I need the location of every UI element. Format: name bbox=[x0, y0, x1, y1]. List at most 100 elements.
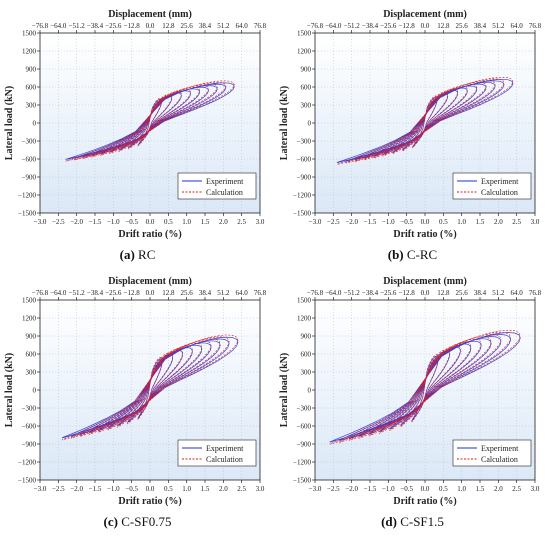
x-tick-label: −2.0 bbox=[345, 218, 358, 226]
x-tick-label: −2.5 bbox=[52, 485, 65, 493]
caption-a-letter: (a) bbox=[120, 247, 135, 262]
x-tick-label: −2.5 bbox=[327, 485, 340, 493]
y-tick-label: 0 bbox=[308, 387, 312, 395]
top-tick-label: 64.0 bbox=[511, 22, 524, 30]
top-tick-label: 76.8 bbox=[529, 22, 542, 30]
y-tick-label: 0 bbox=[308, 120, 312, 128]
x-tick-label: −1.5 bbox=[89, 485, 102, 493]
top-tick-label: 0.0 bbox=[146, 289, 155, 297]
top-tick-label: 12.8 bbox=[162, 289, 175, 297]
x-tick-label: −0.5 bbox=[400, 485, 413, 493]
y-tick-label: −600 bbox=[297, 156, 312, 164]
top-tick-label: −64.0 bbox=[325, 289, 342, 297]
caption-d: (d) C-SF1.5 bbox=[275, 514, 550, 530]
top-tick-label: −25.6 bbox=[105, 22, 122, 30]
top-tick-label: 0.0 bbox=[146, 22, 155, 30]
x-axis-title: Drift ratio (%) bbox=[393, 496, 456, 507]
y-tick-label: −900 bbox=[22, 174, 37, 182]
x-tick-label: 1.5 bbox=[201, 218, 210, 226]
caption-d-letter: (d) bbox=[381, 514, 397, 529]
x-tick-label: 3.0 bbox=[256, 218, 265, 226]
top-tick-label: −12.8 bbox=[124, 289, 141, 297]
x-tick-label: −3.0 bbox=[34, 218, 47, 226]
y-tick-label: −1200 bbox=[293, 192, 311, 200]
top-tick-label: −38.4 bbox=[362, 289, 379, 297]
top-tick-label: −12.8 bbox=[399, 22, 416, 30]
legend-label: Calculation bbox=[481, 188, 518, 197]
x-tick-label: 1.0 bbox=[457, 218, 466, 226]
y-axis-title: Lateral load (kN) bbox=[4, 353, 15, 427]
y-tick-label: −600 bbox=[297, 423, 312, 431]
caption-c: (c) C-SF0.75 bbox=[0, 514, 275, 530]
y-tick-label: −1200 bbox=[293, 459, 311, 467]
y-tick-label: −1200 bbox=[18, 192, 36, 200]
top-tick-label: −12.8 bbox=[124, 22, 141, 30]
x-axis-title: Drift ratio (%) bbox=[118, 229, 181, 240]
x-tick-label: −2.5 bbox=[327, 218, 340, 226]
y-tick-label: 300 bbox=[26, 102, 37, 110]
caption-a-name: RC bbox=[138, 247, 155, 262]
top-tick-label: 76.8 bbox=[529, 289, 542, 297]
top-tick-label: 64.0 bbox=[511, 289, 524, 297]
legend-label: Experiment bbox=[481, 177, 519, 186]
x-tick-label: −0.5 bbox=[125, 485, 138, 493]
x-tick-label: 3.0 bbox=[256, 485, 265, 493]
top-tick-label: 0.0 bbox=[421, 22, 430, 30]
y-tick-label: 300 bbox=[26, 369, 37, 377]
top-tick-label: 38.4 bbox=[199, 22, 212, 30]
x-tick-label: −2.0 bbox=[70, 485, 83, 493]
x-tick-label: 0.0 bbox=[421, 485, 430, 493]
x-tick-label: −1.0 bbox=[382, 485, 395, 493]
y-tick-label: 600 bbox=[26, 84, 37, 92]
x-tick-label: 1.0 bbox=[182, 485, 191, 493]
x-tick-label: −2.5 bbox=[52, 218, 65, 226]
caption-c-name: C-SF0.75 bbox=[121, 514, 171, 529]
legend-label: Experiment bbox=[481, 444, 519, 453]
caption-d-name: C-SF1.5 bbox=[400, 514, 444, 529]
x-tick-label: 1.5 bbox=[476, 485, 485, 493]
y-tick-label: 900 bbox=[301, 66, 312, 74]
y-tick-label: −1500 bbox=[293, 210, 311, 218]
top-tick-label: 64.0 bbox=[236, 22, 249, 30]
legend-label: Experiment bbox=[206, 444, 244, 453]
x-tick-label: 3.0 bbox=[531, 485, 540, 493]
x-tick-label: −0.5 bbox=[400, 218, 413, 226]
top-tick-label: −51.2 bbox=[69, 22, 86, 30]
x-tick-label: 0.5 bbox=[439, 485, 448, 493]
top-tick-label: 25.6 bbox=[181, 289, 194, 297]
top-tick-label: 51.2 bbox=[492, 22, 505, 30]
y-tick-label: −300 bbox=[22, 405, 37, 413]
x-tick-label: −1.0 bbox=[382, 218, 395, 226]
y-tick-label: 1200 bbox=[22, 315, 37, 323]
y-tick-label: −1500 bbox=[18, 477, 36, 485]
y-tick-label: 1500 bbox=[297, 30, 312, 38]
y-tick-label: −1200 bbox=[18, 459, 36, 467]
top-tick-label: −25.6 bbox=[380, 22, 397, 30]
y-tick-label: −600 bbox=[22, 423, 37, 431]
top-tick-label: 38.4 bbox=[199, 289, 212, 297]
x-tick-label: −1.5 bbox=[89, 218, 102, 226]
top-tick-label: 76.8 bbox=[254, 22, 267, 30]
x-tick-label: 2.0 bbox=[219, 485, 228, 493]
x-tick-label: 2.5 bbox=[237, 485, 246, 493]
top-tick-label: 51.2 bbox=[217, 289, 230, 297]
x-tick-label: −0.5 bbox=[125, 218, 138, 226]
x-tick-label: 1.0 bbox=[457, 485, 466, 493]
x-tick-label: 0.5 bbox=[164, 218, 173, 226]
top-tick-label: 38.4 bbox=[474, 22, 487, 30]
y-tick-label: −1500 bbox=[18, 210, 36, 218]
top-tick-label: −25.6 bbox=[380, 289, 397, 297]
x-tick-label: 2.0 bbox=[219, 218, 228, 226]
x-tick-label: 1.5 bbox=[476, 218, 485, 226]
top-tick-label: 25.6 bbox=[181, 22, 194, 30]
x-tick-label: 2.5 bbox=[512, 218, 521, 226]
x-tick-label: −1.5 bbox=[364, 485, 377, 493]
top-tick-label: 0.0 bbox=[421, 289, 430, 297]
y-tick-label: 1200 bbox=[297, 315, 312, 323]
x-tick-label: 2.5 bbox=[237, 218, 246, 226]
top-axis-title: Displacement (mm) bbox=[383, 9, 467, 20]
